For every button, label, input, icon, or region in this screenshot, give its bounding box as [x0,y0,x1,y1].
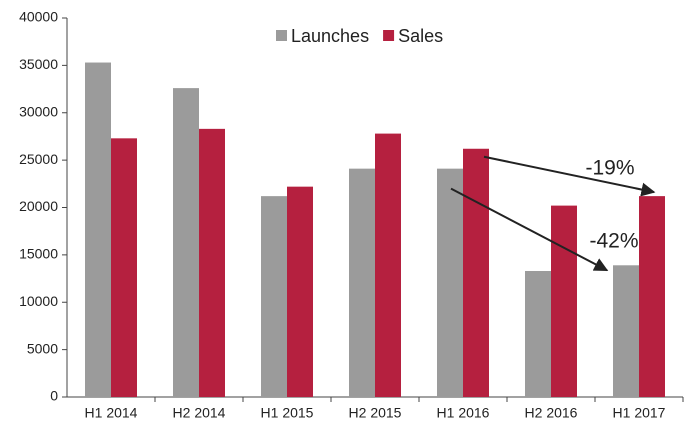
x-tick-label: H1 2014 [85,405,138,421]
y-tick-label: 40000 [19,9,58,25]
bar [613,265,639,397]
x-tick-label: H2 2015 [349,405,402,421]
legend-swatch [383,30,395,41]
bar [199,128,225,398]
y-tick-label: 10000 [19,293,58,309]
bar [525,270,551,397]
x-tick-label: H1 2017 [613,405,666,421]
x-tick-label: H1 2016 [437,405,490,421]
y-tick-label: 25000 [19,151,58,167]
bar [173,88,199,398]
bar [287,186,313,397]
bar [261,196,287,397]
annotation: -19% [585,157,634,180]
x-tick-label: H2 2014 [173,405,226,421]
bar [463,148,489,397]
bar [349,168,375,397]
legend-swatch [276,30,287,41]
bar [85,62,111,397]
x-tick-label: H2 2016 [525,405,578,421]
y-tick-label: 0 [50,388,58,404]
bar [437,168,463,397]
bar [639,196,665,397]
y-tick-label: 20000 [19,198,58,214]
x-tick-label: H1 2015 [261,405,314,421]
arrow [450,187,609,272]
bar [111,138,137,397]
y-tick-label: 35000 [19,56,58,72]
annotation: -42% [589,230,638,253]
arrow [483,155,656,197]
legend-label: Launches [291,26,369,46]
bar [375,133,401,397]
y-tick-label: 15000 [19,246,58,262]
legend-label: Sales [398,26,443,46]
y-tick-label: 5000 [27,340,58,356]
y-tick-label: 30000 [19,103,58,119]
bar [551,205,577,397]
